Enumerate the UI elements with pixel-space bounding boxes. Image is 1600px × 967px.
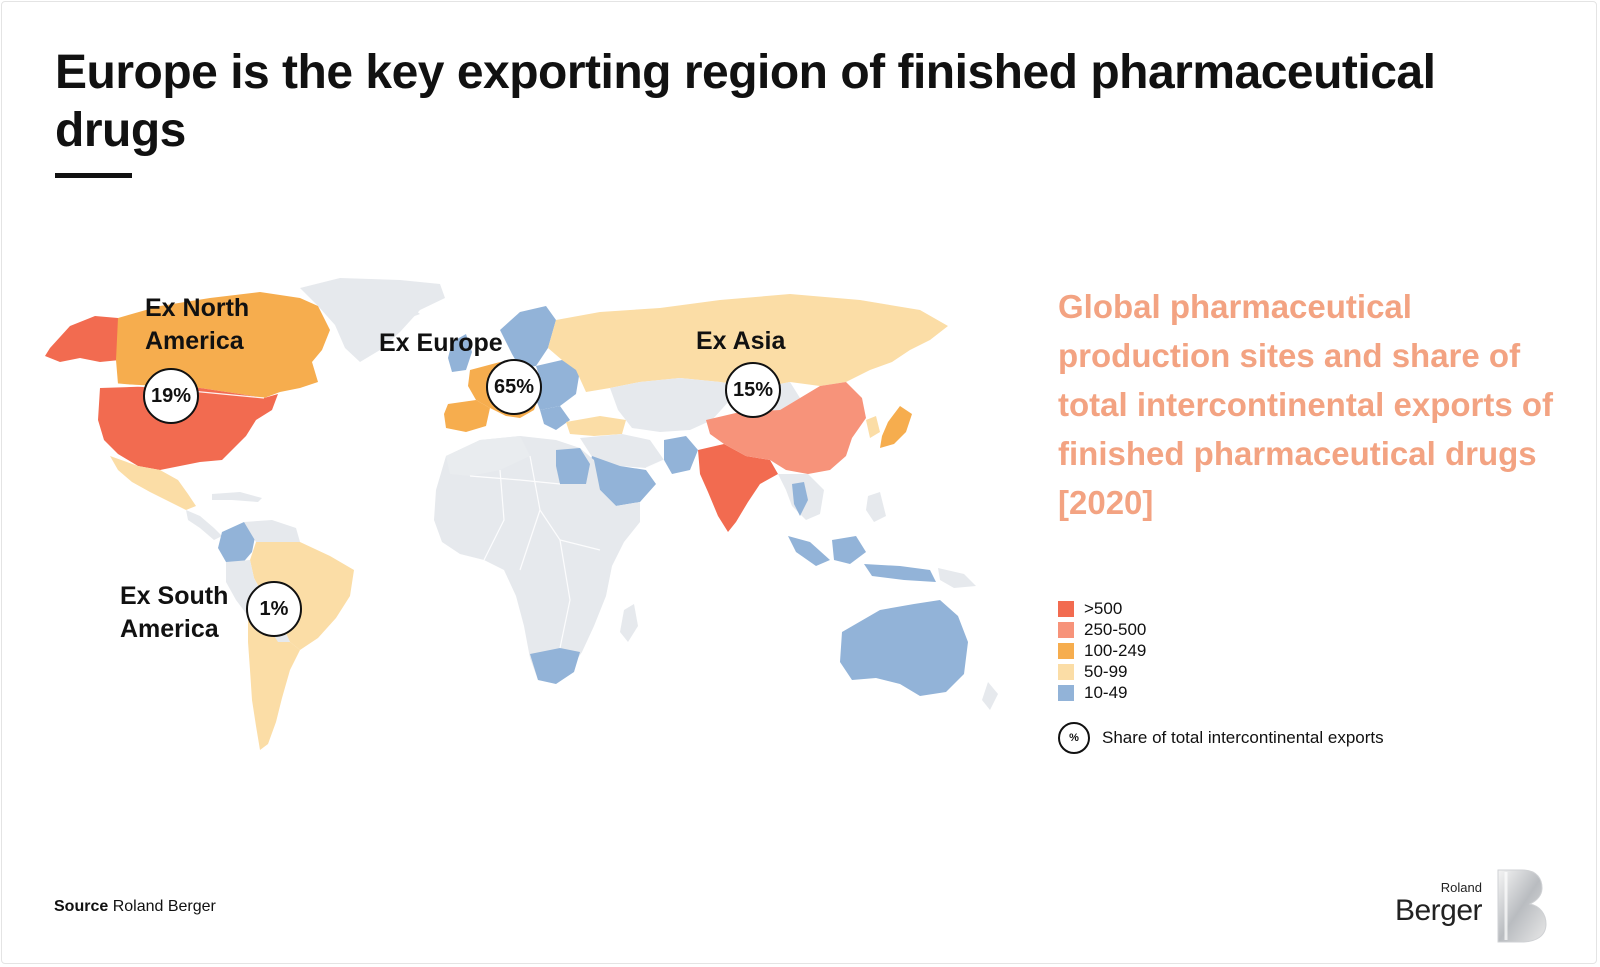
indonesia-east-shape — [864, 564, 936, 582]
usa-shape — [98, 386, 278, 470]
borneo-shape — [832, 536, 866, 564]
eastern-europe-shape — [534, 360, 580, 410]
share-circle-asia: 15% — [725, 362, 781, 418]
central-america-shape — [186, 510, 222, 540]
legend-swatch — [1058, 642, 1074, 659]
legend-swatch — [1058, 684, 1074, 701]
legend-swatch — [1058, 600, 1074, 617]
scandinavia-shape — [500, 306, 556, 368]
world-map — [45, 278, 998, 750]
new-zealand-shape — [982, 682, 998, 710]
source-prefix: Source — [54, 898, 109, 915]
logo-b-mark-icon — [1497, 869, 1547, 943]
spain-shape — [444, 400, 490, 432]
source-text: Roland Berger — [112, 898, 216, 915]
legend-item: >500 — [1058, 598, 1438, 619]
india-shape — [698, 444, 778, 532]
region-label-europe: Ex Europe — [379, 329, 503, 357]
legend-label: 100-249 — [1084, 640, 1147, 660]
china-shape — [706, 382, 866, 474]
pakistan-shape — [664, 436, 698, 474]
logo-text-roland: Roland — [1440, 880, 1482, 895]
share-circle-south-america: 1% — [246, 581, 302, 637]
page-title: Europe is the key exporting region of fi… — [55, 46, 1436, 157]
legend-label: >500 — [1084, 598, 1123, 618]
map-subtitle: Global pharmaceutical production sites a… — [1058, 288, 1554, 521]
saudi-arabia-shape — [588, 456, 656, 506]
australia-shape — [840, 600, 968, 696]
philippines-shape — [866, 492, 886, 522]
legend-swatch — [1058, 621, 1074, 638]
legend: >500 250-500 100-249 50-99 10-49 — [1058, 598, 1438, 703]
thailand-shape — [792, 482, 808, 516]
legend-share-key: % Share of total intercontinental export… — [1058, 722, 1384, 754]
iceland-shape — [386, 306, 420, 320]
share-circle-europe: 65% — [486, 359, 542, 415]
region-label-north-america: Ex North America — [145, 294, 250, 355]
africa-shape — [434, 436, 640, 682]
balkans-shape — [540, 406, 570, 430]
madagascar-shape — [620, 604, 638, 642]
roland-berger-logo: Roland Berger — [1394, 868, 1548, 946]
colombia-shape — [218, 522, 256, 566]
legend-item: 50-99 — [1058, 661, 1438, 682]
legend-label: 250-500 — [1084, 619, 1147, 639]
share-circle-north-america: 19% — [143, 368, 199, 424]
japan-shape — [880, 406, 912, 448]
brazil-shape — [250, 542, 354, 650]
korea-shape — [866, 416, 880, 438]
legend-label: 10-49 — [1084, 682, 1128, 702]
caribbean-shape — [212, 492, 262, 502]
logo-text-berger: Berger — [1394, 894, 1483, 927]
region-label-south-america: Ex South America — [120, 582, 229, 643]
title-underline — [55, 173, 132, 178]
turkey-shape — [566, 416, 626, 436]
uk-shape — [448, 334, 472, 372]
region-label-asia: Ex Asia — [696, 327, 786, 355]
central-asia-shape — [610, 378, 730, 432]
venezuela-shape — [244, 520, 300, 546]
south-africa-shape — [530, 648, 580, 684]
legend-swatch — [1058, 663, 1074, 680]
legend-share-circle: % — [1058, 722, 1090, 754]
greenland-shape — [300, 278, 445, 362]
legend-share-label: Share of total intercontinental exports — [1102, 728, 1384, 747]
russia-shape — [548, 294, 948, 392]
source-note: Source Roland Berger — [54, 898, 216, 916]
legend-item: 100-249 — [1058, 640, 1438, 661]
north-africa-shape — [446, 436, 530, 476]
indonesia-shape — [788, 536, 830, 566]
papua-shape — [938, 568, 976, 588]
argentina-shape — [248, 616, 300, 750]
egypt-shape — [556, 448, 590, 484]
alaska-shape — [45, 316, 120, 362]
legend-item: 250-500 — [1058, 619, 1438, 640]
mexico-shape — [110, 456, 196, 510]
legend-item: 10-49 — [1058, 682, 1438, 703]
legend-label: 50-99 — [1084, 661, 1128, 681]
